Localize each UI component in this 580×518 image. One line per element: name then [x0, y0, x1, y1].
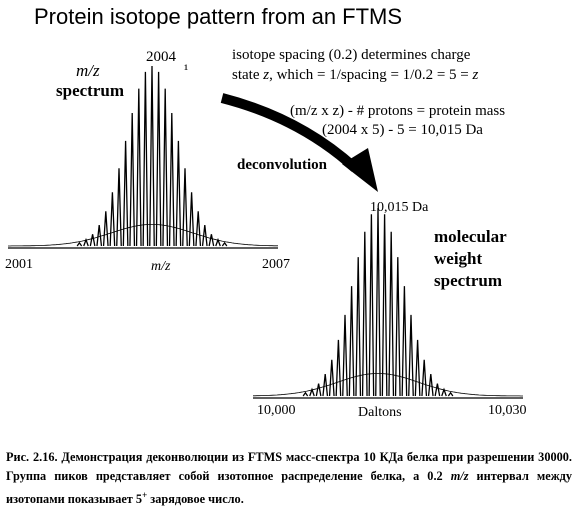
spectrum-peak [208, 234, 215, 247]
spectrum-peak [361, 231, 368, 397]
spectrum-peak [427, 374, 434, 397]
caption-text-1: . Демонстрация деконволюции из FTMS масс… [6, 450, 572, 483]
spectrum-peak [381, 214, 388, 397]
spectrum-peak [315, 383, 322, 397]
spectrum-peak [155, 71, 162, 247]
spectrum-peak [441, 387, 447, 397]
spectrum-peak [309, 387, 315, 397]
spectrum-peak [182, 168, 188, 247]
spectrum-label: spectrum [56, 81, 124, 100]
spectrum-peak [447, 391, 454, 397]
mz-axis-start: 2001 [5, 257, 33, 272]
spectrum-peak [142, 71, 149, 247]
spectrum-peak [335, 339, 342, 397]
spectrum-peak [83, 237, 89, 247]
figure-caption: Рис. 2.16. Демонстрация деконволюции из … [6, 448, 572, 509]
mz-peak-marker: ¹ [184, 63, 189, 78]
mw-label-line-3: spectrum [434, 271, 502, 290]
spectrum-peak [162, 88, 169, 247]
spectrum-peak [129, 112, 136, 247]
note-line-2-z2: z [472, 67, 479, 83]
note-line-2: state z, which = 1/spacing = 1/0.2 = 5 =… [232, 68, 478, 83]
deconvolution-arrow-shaft [220, 93, 359, 172]
caption-mz: m/z [450, 469, 469, 483]
figure-title: Protein isotope pattern from an FTMS [34, 4, 403, 29]
spectrum-peak [221, 241, 228, 247]
note-line-1: isotope spacing (0.2) determines charge [232, 47, 471, 63]
deconvolution-label: deconvolution [237, 157, 328, 173]
spectrum-peak [109, 192, 116, 247]
note-line-2-b: , which = 1/spacing = 1/0.2 = 5 = [269, 67, 473, 83]
spectrum-peak [96, 225, 103, 247]
caption-text-3: зарядовое число. [147, 492, 244, 507]
mz-axis-end: 2007 [262, 257, 290, 272]
spectrum-peak [388, 231, 395, 397]
spectrum-peak [76, 241, 83, 247]
caption-superscript: + [142, 490, 148, 500]
note-line-3: (m/z x z) - # protons = protein mass [290, 103, 506, 119]
spectrum-peak [89, 234, 96, 247]
mz-axis-label: m/z [151, 259, 171, 274]
spectrum-peak [368, 214, 375, 397]
mz-peak-label: 2004 [146, 49, 176, 65]
mz-spectrum-plot [8, 65, 278, 247]
spectrum-peak [434, 383, 441, 397]
mw-label-line-2: weight [434, 249, 483, 268]
spectrum-peak [102, 211, 109, 247]
spectrum-peak [342, 314, 348, 397]
caption-fig-number: Рис. 2.16 [6, 450, 55, 464]
spectrum-peak [116, 168, 122, 247]
note-line-2-a: state [232, 67, 264, 83]
spectrum-peak [188, 192, 195, 247]
spectrum-peak [215, 237, 221, 247]
spectrum-peak [302, 391, 309, 397]
spectrum-peak [168, 112, 175, 247]
mass-peak-label: 10,015 Da [370, 200, 429, 215]
note-line-2-z: z [263, 67, 270, 83]
spectrum-peak [421, 359, 428, 397]
spectrum-peak [401, 286, 408, 397]
spectrum-peak [175, 140, 182, 247]
spectrum-peak [195, 211, 202, 247]
daltons-axis-start: 10,000 [257, 403, 296, 418]
spectrum-peak [394, 257, 401, 397]
spectrum-peak [375, 207, 381, 397]
spectrum-peak [201, 225, 208, 247]
caption-text-2: интервал между изотопами показывает 5 [6, 469, 572, 507]
spectrum-peak [414, 339, 421, 397]
spectrum-peak [355, 257, 362, 397]
spectrum-peak [135, 88, 142, 247]
daltons-axis-label: Daltons [358, 405, 402, 420]
daltons-axis-end: 10,030 [488, 403, 527, 418]
note-line-4: (2004 x 5) - 5 = 10,015 Da [322, 122, 483, 138]
spectrum-peak [328, 359, 335, 397]
spectrum-peak [122, 140, 129, 247]
mw-label-line-1: molecular [434, 227, 507, 246]
spectrum-peak [149, 65, 155, 247]
spectrum-peak [408, 314, 414, 397]
mz-label: m/z [76, 61, 100, 80]
spectrum-envelope [253, 373, 523, 397]
molecular-weight-spectrum-plot [253, 207, 523, 397]
spectrum-peak [322, 374, 329, 397]
spectrum-peak [348, 286, 355, 397]
deconvolution-arrow-head [342, 148, 378, 192]
